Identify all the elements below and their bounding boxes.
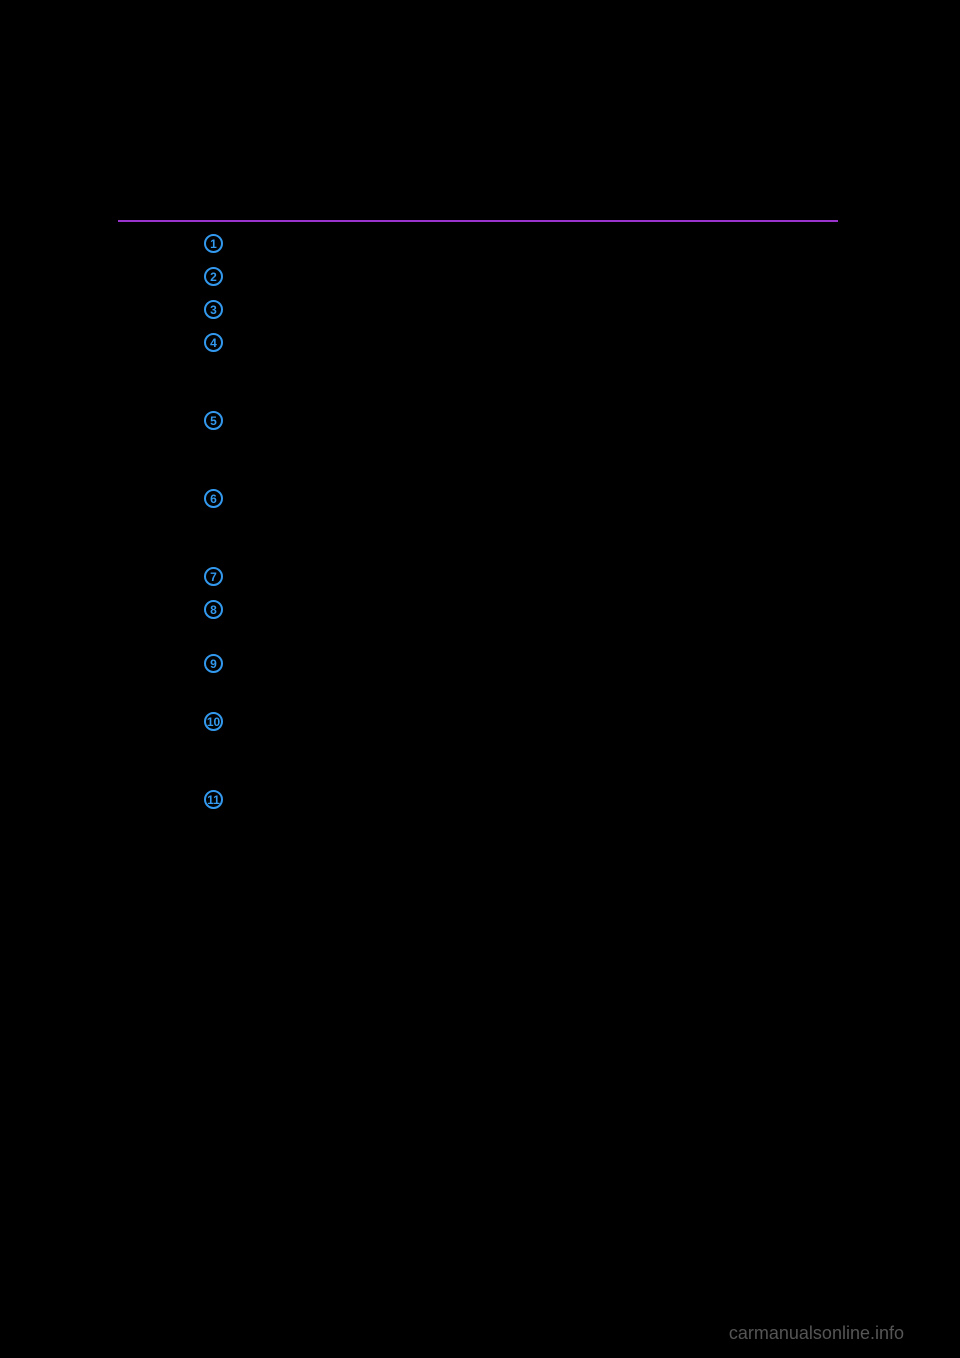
list-item-4: 4: [204, 333, 223, 352]
circled-number-icon: 4: [204, 333, 223, 352]
list-item-8: 8: [204, 600, 223, 619]
list-item-1: 1: [204, 234, 223, 253]
circled-number-icon: 3: [204, 300, 223, 319]
circled-number-icon: 11: [204, 790, 223, 809]
list-item-9: 9: [204, 654, 223, 673]
circled-number-icon: 9: [204, 654, 223, 673]
watermark-text: carmanualsonline.info: [729, 1323, 904, 1344]
list-item-5: 5: [204, 411, 223, 430]
section-divider: [118, 220, 838, 222]
circled-number-icon: 1: [204, 234, 223, 253]
list-item-6: 6: [204, 489, 223, 508]
circled-number-icon: 5: [204, 411, 223, 430]
list-item-11: 11: [204, 790, 223, 809]
list-item-10: 10: [204, 712, 223, 731]
list-item-3: 3: [204, 300, 223, 319]
circled-number-icon: 8: [204, 600, 223, 619]
circled-number-icon: 2: [204, 267, 223, 286]
circled-number-icon: 7: [204, 567, 223, 586]
circled-number-icon: 6: [204, 489, 223, 508]
list-item-2: 2: [204, 267, 223, 286]
circled-number-icon: 10: [204, 712, 223, 731]
list-item-7: 7: [204, 567, 223, 586]
